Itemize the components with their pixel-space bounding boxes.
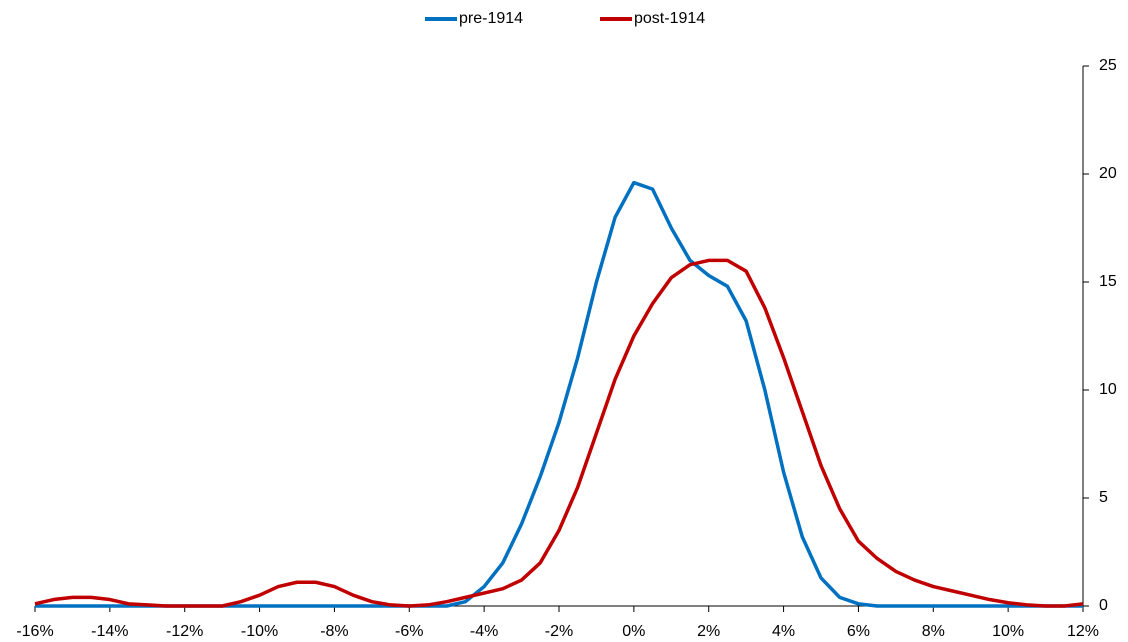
- y-tick-label: 15: [1099, 273, 1117, 290]
- line-series: [35, 180, 1083, 608]
- legend-label: post-1914: [634, 10, 705, 27]
- x-tick-label: 8%: [922, 623, 945, 640]
- y-tick-label: 20: [1099, 165, 1117, 182]
- x-tick-label: 0%: [622, 623, 645, 640]
- x-tick-label: -4%: [470, 623, 498, 640]
- x-tick-label: -10%: [241, 623, 278, 640]
- legend-label: pre-1914: [459, 10, 523, 27]
- x-tick-label: -6%: [395, 623, 423, 640]
- x-tick-label: 2%: [697, 623, 720, 640]
- x-tick-label: 12%: [1067, 623, 1099, 640]
- x-tick-label: -8%: [320, 623, 348, 640]
- x-tick-label: 6%: [847, 623, 870, 640]
- x-tick-label: -16%: [16, 623, 53, 640]
- y-tick-label: 25: [1099, 57, 1117, 74]
- x-tick-label: -12%: [166, 623, 203, 640]
- x-tick-label: 10%: [992, 623, 1024, 640]
- line-series: [34, 258, 1084, 608]
- y-tick-label: 0: [1099, 597, 1108, 614]
- y-tick-label: 10: [1099, 381, 1117, 398]
- y-tick-label: 5: [1099, 489, 1108, 506]
- x-tick-label: -2%: [545, 623, 573, 640]
- x-tick-label: -14%: [91, 623, 128, 640]
- x-tick-label: 4%: [772, 623, 795, 640]
